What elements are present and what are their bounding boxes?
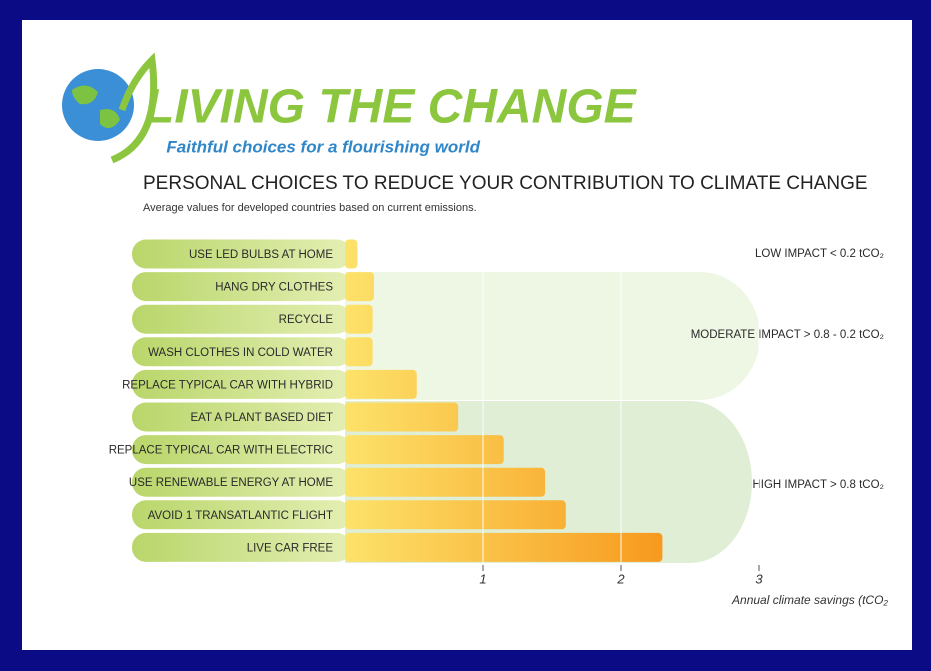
category-label: WASH CLOTHES IN COLD WATER [148, 347, 333, 359]
chart-title: PERSONAL CHOICES TO REDUCE YOUR CONTRIBU… [143, 173, 868, 194]
category-label: USE LED BULBS AT HOME [189, 249, 333, 261]
chart-subtitle: Average values for developed countries b… [143, 202, 477, 214]
bar [345, 435, 504, 465]
category-pill [132, 435, 351, 465]
category-pill [132, 337, 351, 367]
bar [345, 500, 566, 530]
bar [345, 467, 546, 497]
zone-label: MODERATE IMPACT > 0.8 - 0.2 tCO₂ [691, 329, 884, 341]
bar [345, 532, 663, 562]
category-label: AVOID 1 TRANSATLANTIC FLIGHT [148, 510, 333, 522]
category-pill [132, 272, 351, 302]
zone-label: HIGH IMPACT > 0.8 tCO₂ [752, 479, 884, 491]
bar [345, 304, 373, 334]
category-label: LIVE CAR FREE [247, 542, 334, 554]
brand: LIVING THE CHANGE [145, 81, 638, 134]
category-pill [132, 304, 351, 334]
category-pill [132, 467, 351, 497]
bar [345, 337, 373, 367]
bar [345, 369, 417, 399]
zone-label: LOW IMPACT < 0.2 tCO₂ [755, 248, 884, 260]
category-pill [132, 239, 351, 269]
logo [62, 52, 158, 164]
category-pill [132, 369, 351, 399]
bar [345, 272, 374, 302]
x-tick-label: 2 [616, 571, 625, 586]
category-label: REPLACE TYPICAL CAR WITH ELECTRIC [109, 445, 333, 457]
tagline: Faithful choices for a flourishing world [166, 137, 480, 156]
plot: USE LED BULBS AT HOME HANG DRY CLOTHES REC… [109, 239, 763, 586]
x-axis-label: Annual climate savings (tCO₂ [731, 593, 888, 607]
category-pill [132, 500, 351, 530]
moderate-zone [345, 272, 760, 400]
x-tick-label: 1 [479, 571, 486, 586]
category-label: HANG DRY CLOTHES [215, 282, 333, 294]
category-label: RECYCLE [279, 314, 334, 326]
bar [345, 402, 459, 432]
category-label: REPLACE TYPICAL CAR WITH HYBRID [122, 379, 333, 391]
x-tick-label: 3 [755, 571, 763, 586]
category-pill [132, 532, 351, 562]
category-label: EAT A PLANT BASED DIET [190, 412, 333, 424]
bar [345, 239, 358, 269]
category-label: USE RENEWABLE ENERGY AT HOME [129, 477, 333, 489]
category-pill [132, 402, 351, 432]
